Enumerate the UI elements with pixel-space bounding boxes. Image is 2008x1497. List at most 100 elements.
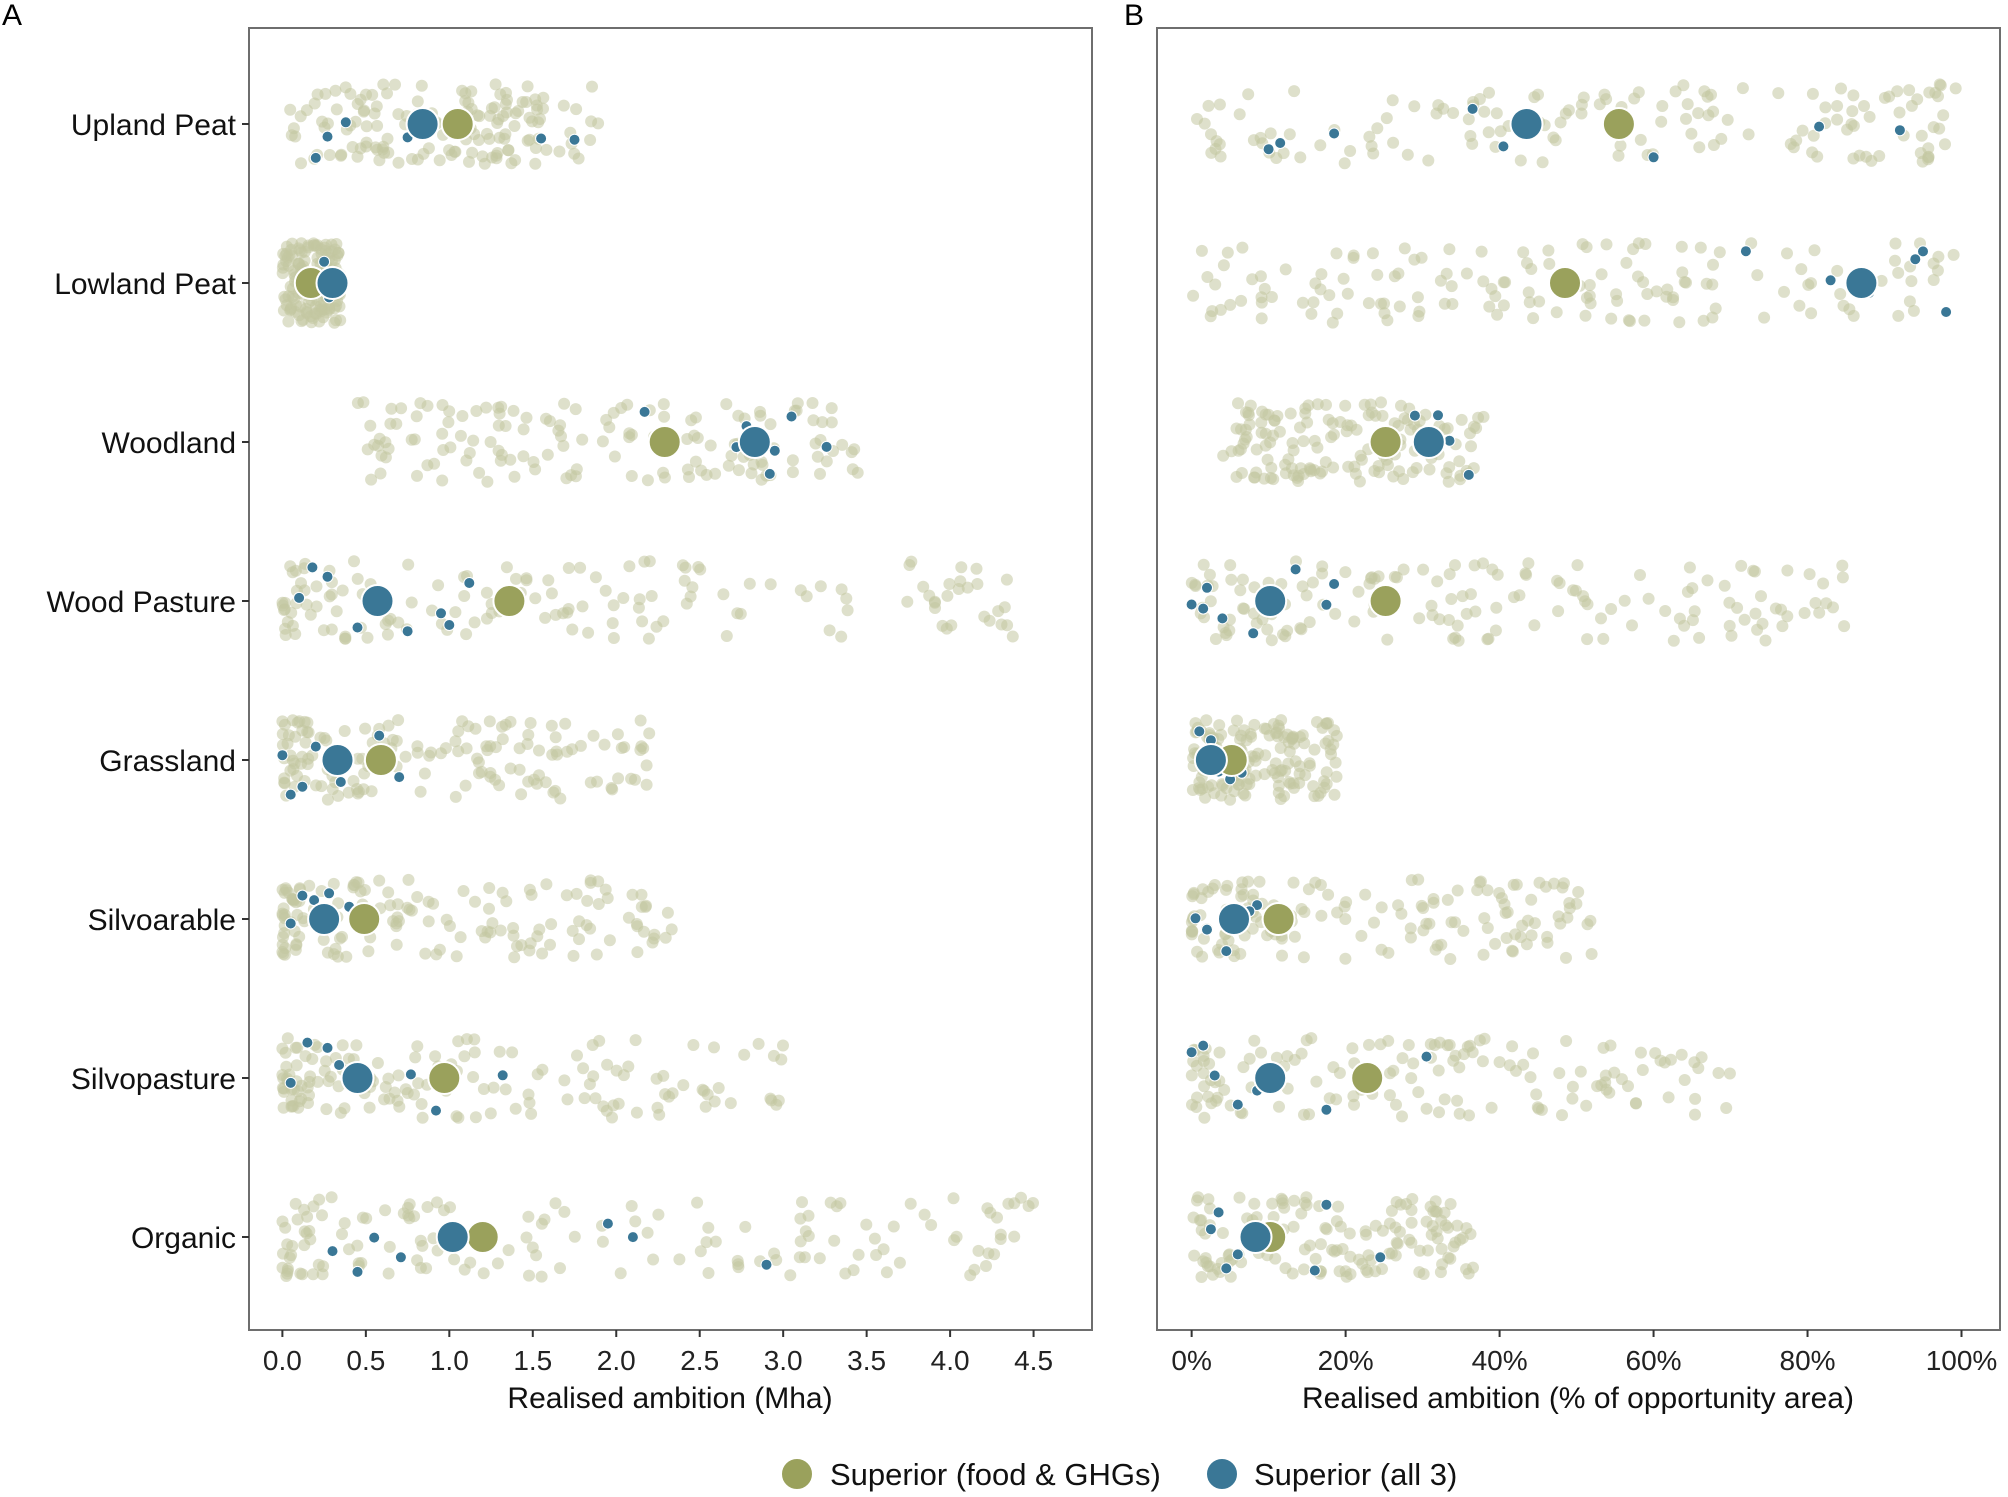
background-point bbox=[1489, 624, 1502, 637]
background-point bbox=[1385, 1204, 1398, 1217]
background-point bbox=[1639, 238, 1652, 250]
background-point bbox=[640, 778, 653, 791]
background-point bbox=[754, 405, 766, 418]
background-point bbox=[319, 238, 332, 251]
background-point bbox=[1347, 251, 1360, 264]
background-point bbox=[492, 444, 505, 457]
background-point bbox=[1277, 147, 1290, 160]
background-point bbox=[1247, 134, 1260, 147]
background-point bbox=[489, 78, 502, 91]
background-point bbox=[586, 80, 598, 93]
background-point bbox=[539, 776, 552, 789]
background-point bbox=[1903, 84, 1916, 97]
background-point bbox=[1731, 601, 1744, 614]
background-point bbox=[286, 290, 299, 303]
background-point bbox=[1282, 757, 1295, 770]
background-point bbox=[307, 1200, 320, 1213]
background-point bbox=[1332, 1200, 1345, 1213]
background-point bbox=[1927, 121, 1940, 134]
background-point bbox=[351, 572, 364, 585]
background-point bbox=[1443, 243, 1456, 256]
background-point bbox=[458, 1263, 471, 1276]
background-point bbox=[310, 580, 323, 593]
background-point bbox=[508, 120, 521, 132]
background-point bbox=[382, 146, 395, 159]
background-point bbox=[1398, 242, 1411, 255]
background-point bbox=[1204, 595, 1217, 608]
background-point bbox=[296, 750, 309, 763]
background-point bbox=[539, 611, 552, 624]
background-point bbox=[414, 785, 427, 798]
background-point bbox=[643, 555, 656, 568]
background-point bbox=[1300, 1191, 1313, 1204]
background-point bbox=[347, 775, 360, 787]
background-point bbox=[504, 715, 517, 728]
background-point bbox=[964, 1269, 977, 1282]
superior-all-3-point bbox=[1208, 1069, 1221, 1082]
background-point bbox=[276, 739, 289, 752]
background-point bbox=[599, 584, 612, 597]
background-point bbox=[1261, 453, 1274, 466]
background-point bbox=[941, 589, 954, 602]
background-point bbox=[1244, 399, 1257, 412]
background-point bbox=[887, 1220, 900, 1233]
background-point bbox=[1331, 307, 1344, 320]
background-point bbox=[1342, 460, 1355, 473]
background-point bbox=[1186, 784, 1199, 796]
background-point bbox=[500, 561, 513, 574]
background-point bbox=[277, 902, 290, 915]
background-point bbox=[608, 450, 621, 463]
background-point bbox=[1486, 563, 1499, 576]
summary-point-all-3-upland-peat bbox=[1509, 107, 1544, 141]
background-point bbox=[1522, 286, 1535, 299]
background-point bbox=[1341, 419, 1354, 432]
background-point bbox=[1528, 91, 1541, 104]
background-point bbox=[473, 466, 486, 479]
background-point bbox=[290, 938, 303, 951]
background-point bbox=[793, 1251, 806, 1264]
background-point bbox=[584, 776, 597, 789]
superior-all-3-point bbox=[318, 255, 331, 268]
background-point bbox=[444, 1201, 456, 1214]
background-point bbox=[1395, 399, 1407, 412]
background-point bbox=[1312, 789, 1325, 802]
background-point bbox=[299, 1050, 312, 1063]
background-point bbox=[1420, 1215, 1433, 1228]
background-point bbox=[340, 950, 353, 963]
background-point bbox=[458, 590, 471, 602]
background-point bbox=[370, 100, 383, 113]
background-point bbox=[1796, 124, 1809, 137]
background-point bbox=[1781, 564, 1794, 577]
background-point bbox=[645, 590, 658, 602]
background-point bbox=[1402, 1039, 1415, 1051]
background-point bbox=[1735, 559, 1748, 572]
background-point bbox=[756, 458, 769, 471]
background-point bbox=[440, 913, 453, 926]
background-point bbox=[1778, 285, 1790, 298]
background-point bbox=[1451, 884, 1464, 897]
background-point bbox=[1581, 633, 1594, 646]
background-point bbox=[607, 599, 620, 612]
background-point bbox=[625, 428, 638, 441]
background-point bbox=[460, 454, 473, 467]
background-point bbox=[1294, 462, 1307, 475]
background-point bbox=[1808, 244, 1821, 257]
background-point bbox=[1405, 1216, 1418, 1229]
summary-point-all-3-grassland bbox=[1193, 743, 1228, 777]
background-point bbox=[583, 1078, 596, 1091]
background-point bbox=[1939, 138, 1951, 151]
background-point bbox=[524, 937, 537, 950]
background-point bbox=[506, 1046, 519, 1059]
background-point bbox=[1626, 619, 1638, 632]
background-point bbox=[1413, 1266, 1426, 1279]
panel-b-x-axis-title: Realised ambition (% of opportunity area… bbox=[1302, 1382, 1854, 1415]
background-point bbox=[1314, 1238, 1327, 1251]
background-point bbox=[1571, 559, 1584, 572]
background-point bbox=[1700, 277, 1713, 290]
panel-a-category-labels: Upland Peat Lowland Peat Woodland Wood Past… bbox=[46, 109, 249, 1255]
superior-all-3-point bbox=[1185, 598, 1198, 611]
superior-all-3-point bbox=[1247, 627, 1260, 640]
background-point bbox=[308, 239, 321, 252]
background-point bbox=[1447, 107, 1460, 119]
background-point bbox=[1267, 429, 1279, 442]
